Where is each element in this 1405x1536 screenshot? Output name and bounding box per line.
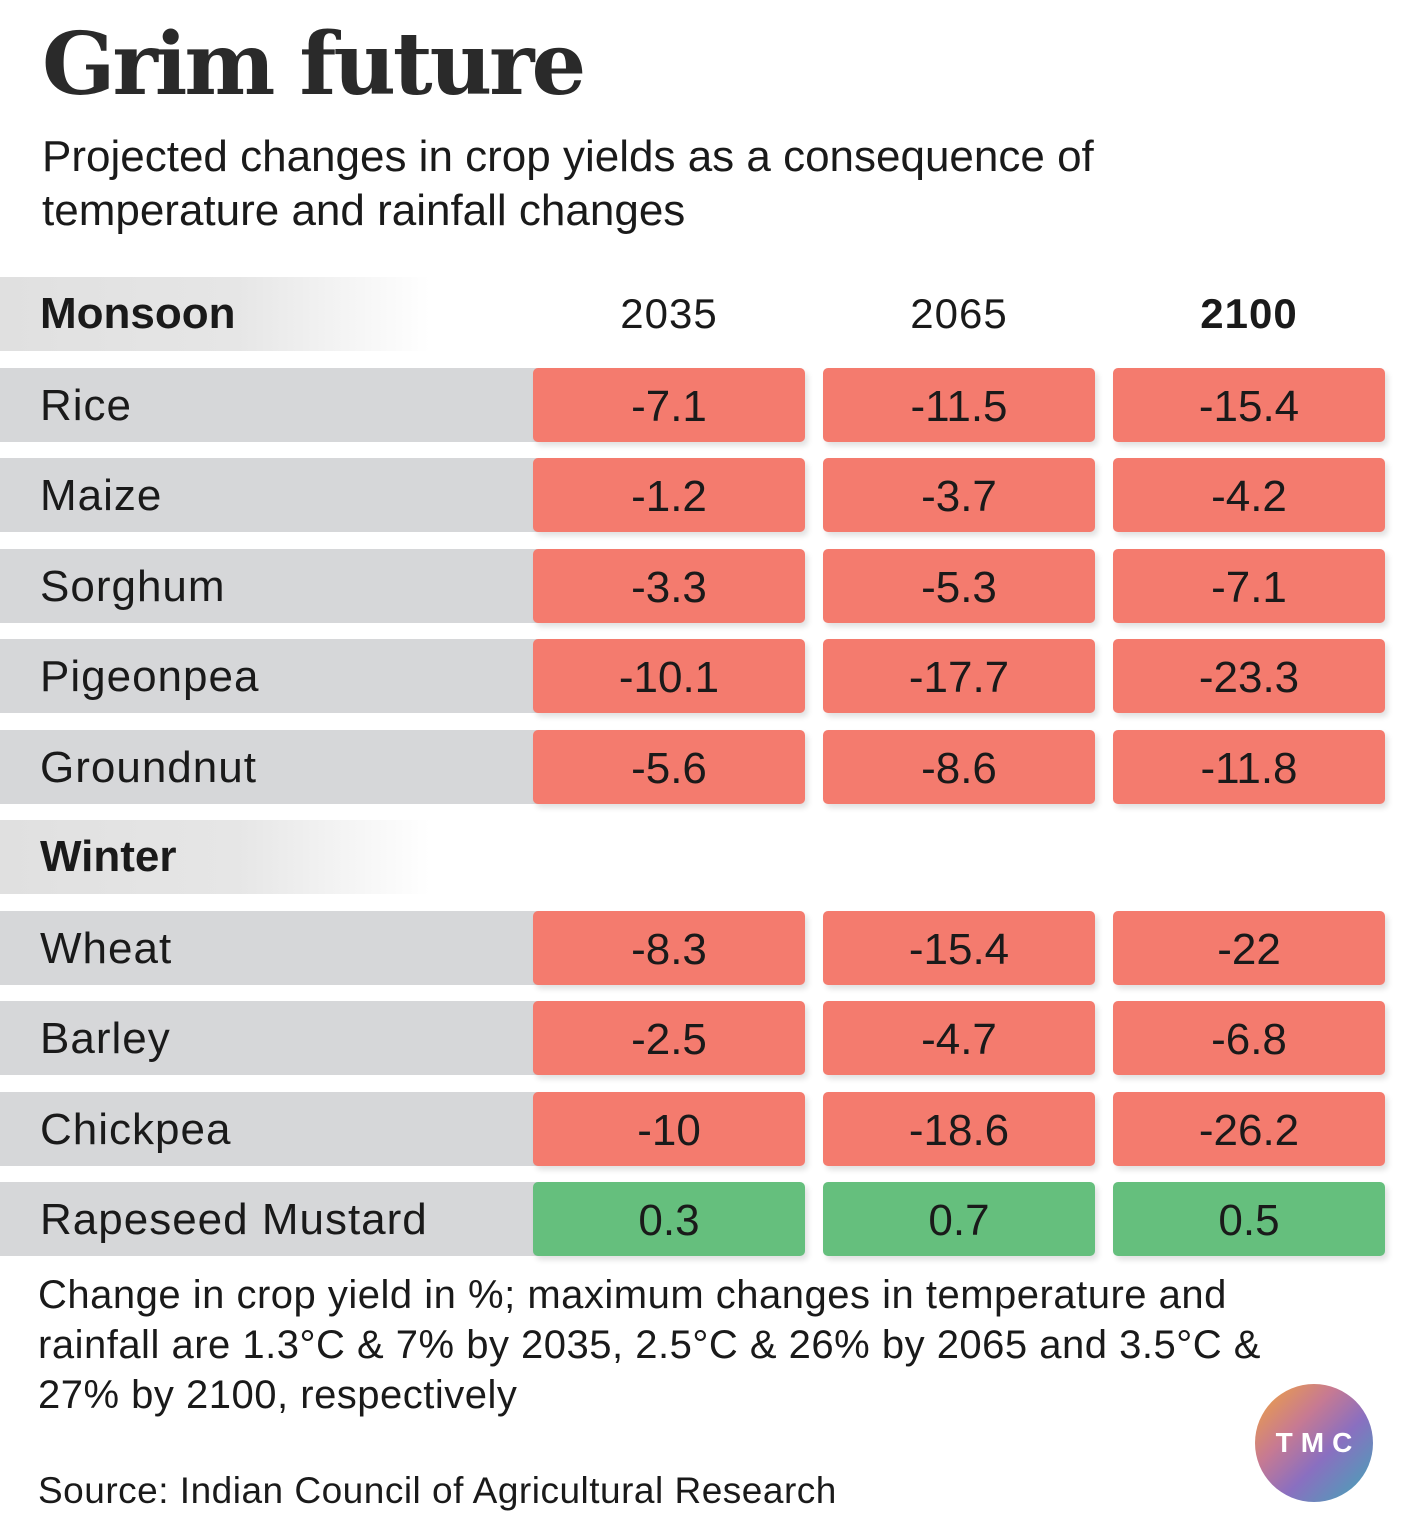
row-label-groundnut: Groundnut bbox=[40, 742, 257, 792]
chart-subtitle: Projected changes in crop yields as a co… bbox=[42, 132, 1094, 235]
row-label-bg-maize bbox=[0, 458, 560, 532]
row-label-bg-rapeseed-mustard bbox=[0, 1182, 560, 1256]
value-cell-sorghum-2065: -5.3 bbox=[823, 548, 1095, 623]
row-label-bg-wheat bbox=[0, 910, 560, 985]
row-label-wheat: Wheat bbox=[40, 923, 173, 973]
value-cell-maize-2065: -3.7 bbox=[823, 458, 1095, 532]
value-cell-pigeonpea-2035: -10.1 bbox=[533, 639, 805, 713]
value-cell-sorghum-2100: -7.1 bbox=[1113, 548, 1385, 623]
row-label-pigeonpea: Pigeonpea bbox=[40, 652, 260, 701]
section-header-bg bbox=[0, 820, 430, 894]
column-header-2100: 2100 bbox=[1200, 290, 1298, 337]
row-label-bg-sorghum bbox=[0, 548, 560, 623]
row-label-bg-pigeonpea bbox=[0, 639, 560, 713]
value-cell-wheat-2065: -15.4 bbox=[823, 910, 1095, 985]
value-cell-barley-2100: -6.8 bbox=[1113, 1001, 1385, 1075]
chart-title: Grim future bbox=[42, 14, 586, 115]
value-cell-barley-2065: -4.7 bbox=[823, 1001, 1095, 1075]
row-label-barley: Barley bbox=[40, 1014, 171, 1063]
value-cell-groundnut-2065: -8.6 bbox=[823, 729, 1095, 804]
section-header-bg bbox=[0, 277, 430, 351]
row-label-bg-chickpea bbox=[0, 1091, 560, 1166]
value-cell-sorghum-2035: -3.3 bbox=[533, 548, 805, 623]
row-label-bg-barley bbox=[0, 1001, 560, 1075]
value-cell-chickpea-2035: -10 bbox=[533, 1091, 805, 1166]
row-label-rice: Rice bbox=[40, 380, 133, 430]
value-cell-rapeseed-mustard-2035: 0.3 bbox=[533, 1182, 805, 1256]
column-header-2035: 2035 bbox=[620, 290, 718, 337]
column-header-2065: 2065 bbox=[910, 290, 1008, 337]
section-header-winter: Winter bbox=[40, 832, 177, 881]
section-header-monsoon: Monsoon bbox=[40, 289, 236, 338]
value-cell-rice-2065: -11.5 bbox=[823, 367, 1095, 442]
value-cell-pigeonpea-2065: -17.7 bbox=[823, 639, 1095, 713]
logo-text: TMC bbox=[1275, 1427, 1361, 1458]
value-cell-rice-2035: -7.1 bbox=[533, 367, 805, 442]
value-cell-pigeonpea-2100: -23.3 bbox=[1113, 639, 1385, 713]
row-label-maize: Maize bbox=[40, 471, 163, 520]
value-cell-groundnut-2035: -5.6 bbox=[533, 729, 805, 804]
value-cell-maize-2100: -4.2 bbox=[1113, 458, 1385, 532]
footnote: Change in crop yield in %; maximum chang… bbox=[38, 1273, 1261, 1417]
value-cell-maize-2035: -1.2 bbox=[533, 458, 805, 532]
row-label-bg-groundnut bbox=[0, 729, 560, 804]
value-cell-barley-2035: -2.5 bbox=[533, 1001, 805, 1075]
value-cell-rapeseed-mustard-2100: 0.5 bbox=[1113, 1182, 1385, 1256]
tmc-logo: TMC bbox=[1255, 1384, 1373, 1502]
value-cell-chickpea-2100: -26.2 bbox=[1113, 1091, 1385, 1166]
value-cell-wheat-2035: -8.3 bbox=[533, 910, 805, 985]
value-cell-chickpea-2065: -18.6 bbox=[823, 1091, 1095, 1166]
source-credit: Source: Indian Council of Agricultural R… bbox=[38, 1470, 837, 1511]
value-cell-rice-2100: -15.4 bbox=[1113, 367, 1385, 442]
row-label-sorghum: Sorghum bbox=[40, 561, 226, 611]
row-label-rapeseed-mustard: Rapeseed Mustard bbox=[40, 1195, 428, 1244]
row-label-bg-rice bbox=[0, 367, 560, 442]
value-cell-wheat-2100: -22 bbox=[1113, 910, 1385, 985]
row-label-chickpea: Chickpea bbox=[40, 1104, 232, 1154]
value-cell-groundnut-2100: -11.8 bbox=[1113, 729, 1385, 804]
value-cell-rapeseed-mustard-2065: 0.7 bbox=[823, 1182, 1095, 1256]
